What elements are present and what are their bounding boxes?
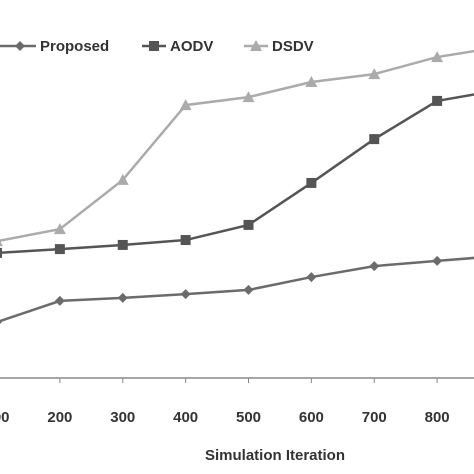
series-line — [0, 93, 474, 254]
marker — [0, 247, 2, 258]
marker — [117, 292, 128, 303]
marker — [54, 244, 65, 255]
x-axis-title: Simulation Iteration — [205, 447, 345, 464]
marker — [431, 51, 444, 63]
legend-marker — [250, 40, 262, 51]
marker — [53, 223, 66, 235]
marker — [368, 68, 381, 80]
marker — [180, 235, 191, 246]
marker — [242, 91, 255, 103]
legend-label: DSDV — [272, 38, 314, 55]
x-tick-label: 200 — [47, 409, 72, 426]
marker — [306, 272, 317, 283]
marker — [305, 76, 318, 88]
legend-label: AODV — [170, 38, 213, 55]
marker — [116, 173, 129, 185]
series-line — [0, 49, 474, 242]
legend-label: Proposed — [40, 38, 109, 55]
marker — [243, 219, 254, 230]
x-tick-label: 500 — [236, 409, 261, 426]
marker — [117, 239, 128, 250]
x-tick-label: 800 — [425, 409, 450, 426]
x-tick-label: 400 — [173, 409, 198, 426]
marker — [0, 240, 3, 247]
marker — [306, 177, 317, 188]
marker — [243, 284, 254, 295]
legend-marker — [149, 41, 159, 51]
marker — [180, 289, 191, 300]
marker — [369, 134, 380, 145]
marker — [432, 95, 443, 106]
x-tick-label: 300 — [110, 409, 135, 426]
x-tick-label: 700 — [362, 409, 387, 426]
marker — [0, 320, 2, 325]
marker — [179, 99, 192, 111]
x-tick-label: 600 — [299, 409, 324, 426]
marker — [54, 295, 65, 306]
series-line — [0, 256, 474, 323]
marker — [432, 255, 443, 266]
legend-marker — [15, 41, 25, 51]
x-tick-label: 100 — [0, 409, 10, 426]
marker — [369, 261, 380, 272]
